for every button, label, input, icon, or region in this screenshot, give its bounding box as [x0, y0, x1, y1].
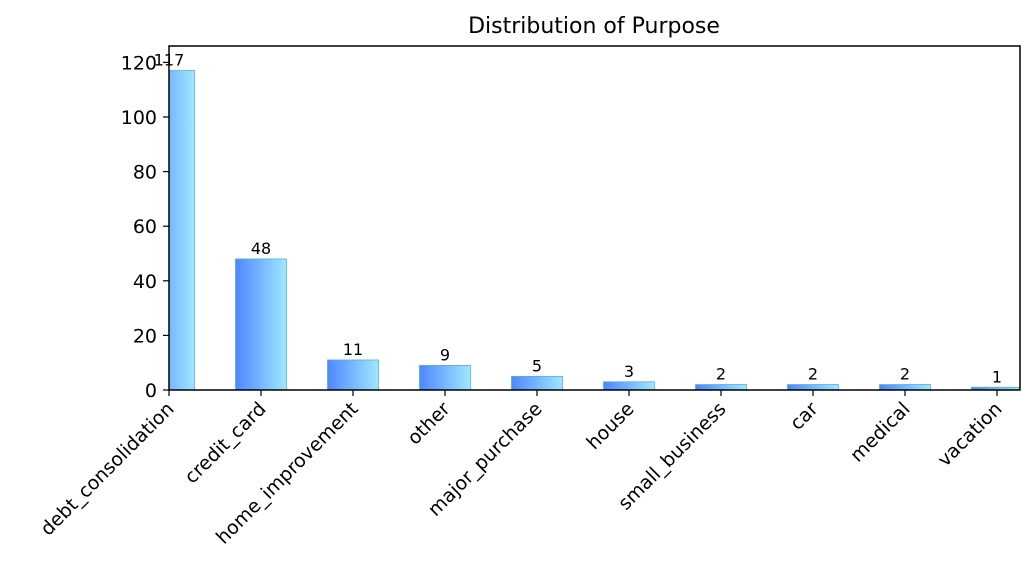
y-tick-label: 40 — [133, 271, 157, 293]
data-label: 2 — [808, 365, 818, 384]
y-axis: 0 20 40 60 80 100 120 — [121, 52, 169, 402]
data-label: 5 — [532, 356, 542, 375]
data-label: 3 — [624, 362, 634, 381]
data-label: 48 — [251, 239, 271, 258]
y-tick-label: 0 — [145, 380, 157, 402]
data-label: 2 — [716, 365, 726, 384]
x-tick-label: medical — [846, 398, 915, 467]
y-tick-label: 120 — [121, 52, 157, 74]
data-label: 11 — [343, 340, 363, 359]
y-tick-label: 80 — [133, 162, 157, 184]
bar-house — [603, 381, 655, 390]
bar-credit-card — [235, 258, 287, 390]
chart-title: Distribution of Purpose — [468, 14, 720, 39]
x-tick-label: credit_card — [180, 398, 270, 488]
x-tick-label: other — [403, 398, 454, 449]
bars-layer — [169, 70, 1020, 390]
x-axis: debt_consolidation credit_cardhome_improv… — [36, 390, 1007, 548]
bar-home-improvement — [327, 359, 379, 390]
data-label: 9 — [440, 345, 450, 364]
plot-frame — [168, 45, 1021, 391]
bar-small-business — [695, 384, 747, 390]
bar-car — [787, 384, 839, 390]
y-tick-label: 20 — [133, 325, 157, 347]
x-tick-label: debt_consolidation — [36, 398, 178, 540]
bar-other — [419, 365, 471, 390]
x-tick-label: house — [582, 398, 638, 454]
data-label: 1 — [992, 367, 1002, 386]
data-label: 2 — [900, 365, 910, 384]
bar-debt-consolidation — [169, 70, 195, 390]
bar-medical — [879, 384, 931, 390]
bar-major-purchase — [511, 375, 563, 390]
x-tick-label: car — [786, 398, 823, 435]
y-tick-label: 100 — [121, 107, 157, 129]
x-tick-label: vacation — [933, 398, 1006, 471]
y-tick-label: 60 — [133, 216, 157, 238]
